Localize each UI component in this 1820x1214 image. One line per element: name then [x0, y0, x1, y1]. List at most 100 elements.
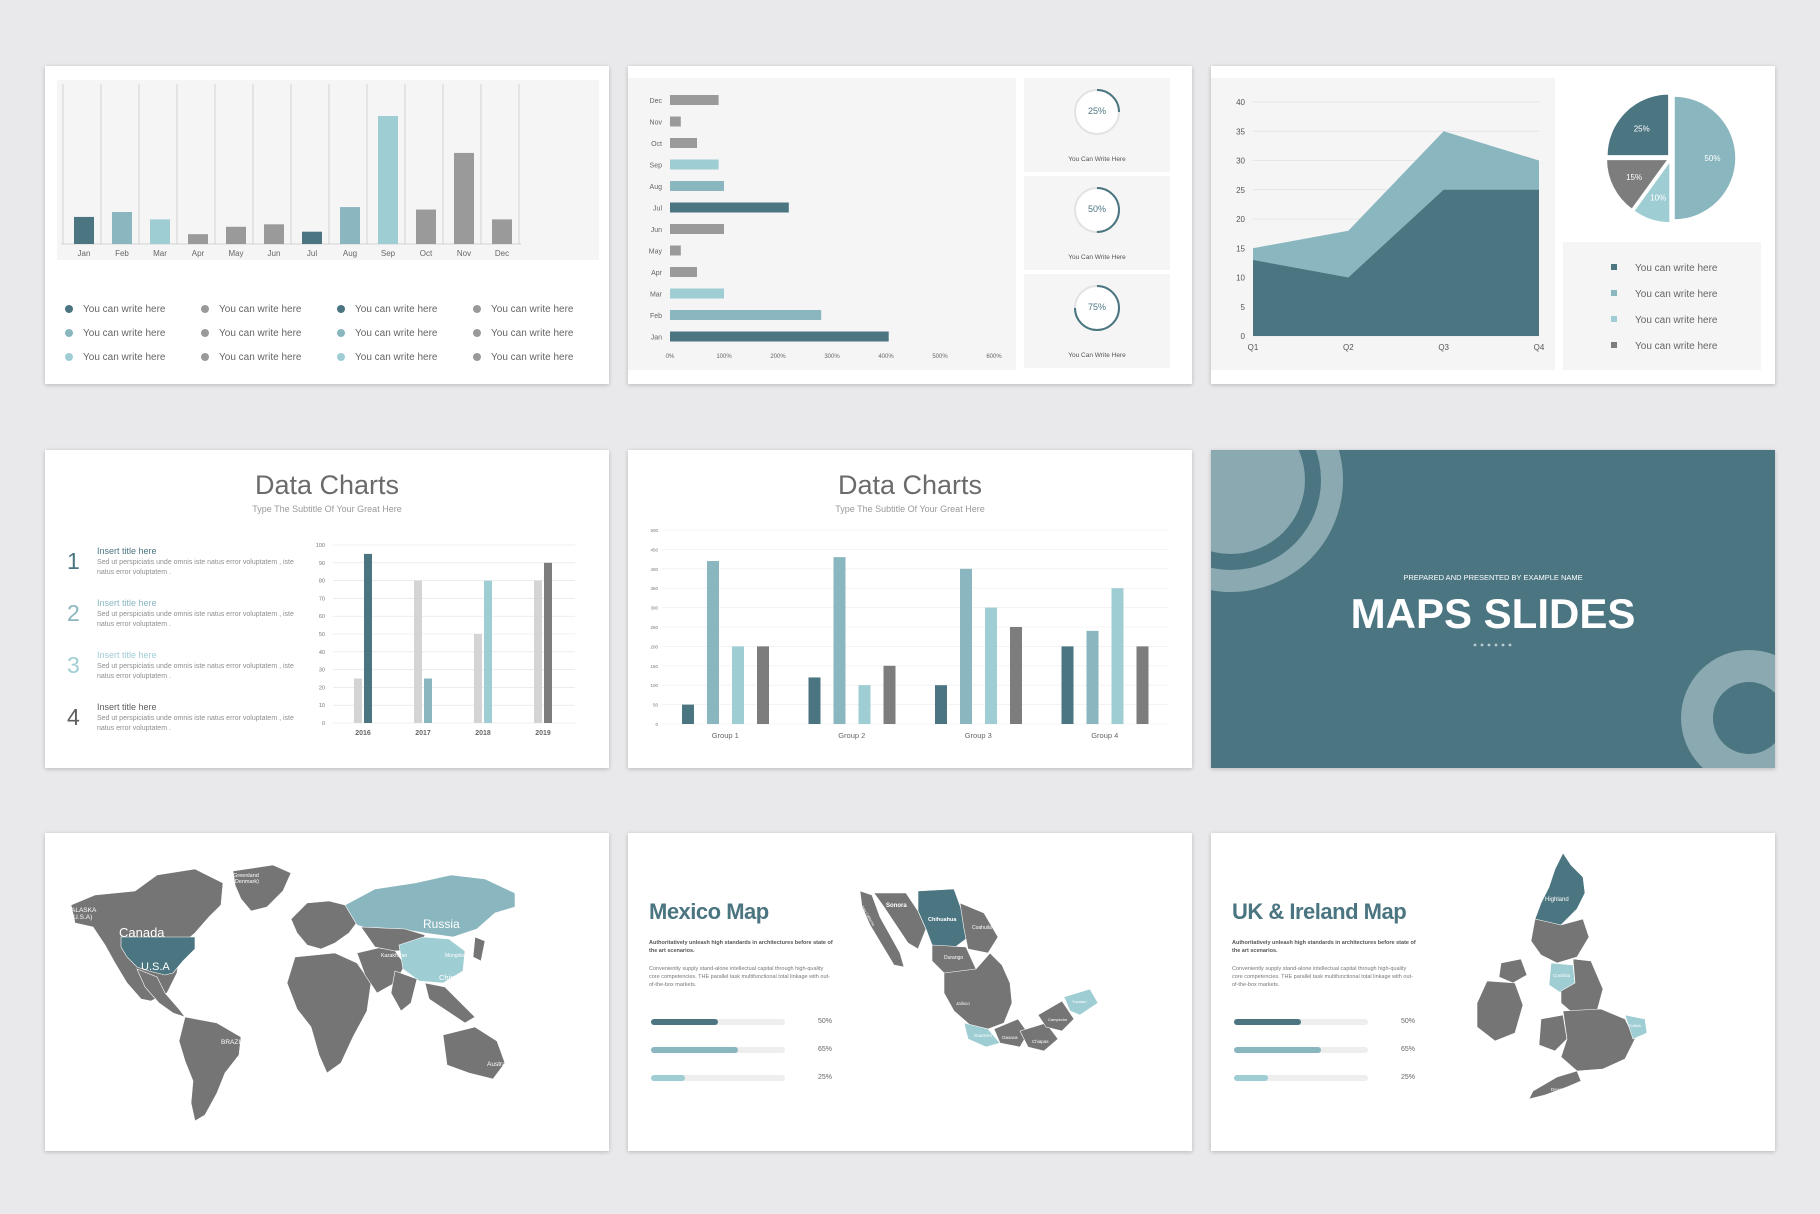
bar-group-2-0	[808, 677, 821, 724]
slide-data-charts-groups[interactable]: Data Charts Type The Subtitle Of Your Gr…	[628, 450, 1192, 768]
pie-slice-label: 50%	[1704, 154, 1720, 163]
x-tick-label: Jan	[78, 249, 91, 258]
y-tick-label: 60	[319, 614, 325, 620]
item-body: Sed ut perspiciatis unde omnis iste natu…	[97, 559, 294, 576]
bar-oct	[416, 209, 436, 244]
y-tick-label: 35	[1236, 127, 1245, 136]
world-landmass	[70, 864, 516, 1122]
y-tick-label: 100	[316, 543, 325, 549]
bar-group-4-2	[1111, 588, 1124, 724]
slide-horizontal-bar-chart[interactable]: Dec Nov Oct Sep Aug Jul Jun May Apr Mar Feb Jan 0% 10…	[628, 66, 1192, 384]
slide-monthly-bar-chart[interactable]: Jan Feb Mar Apr May Jun Jul Aug Sep Oct Nov Dec You…	[45, 66, 609, 384]
y-tick-label: 450	[650, 547, 658, 552]
legend-label: You can write here	[491, 328, 574, 339]
bar-group-3-2	[985, 607, 997, 724]
label-oaxaca: Oaxaca	[1002, 1035, 1018, 1040]
uk-map-bold: Authoritatively unleash high standards i…	[1232, 939, 1416, 955]
legend-item: You can write here	[65, 352, 165, 363]
x-tick-label: 2018	[475, 730, 491, 737]
europe	[290, 900, 362, 950]
item-title: Insert title here	[97, 598, 157, 608]
legend-item: You can write here	[1611, 263, 1717, 274]
slide-uk-ireland-map[interactable]: UK & Ireland Map Authoritatively unleash…	[1211, 833, 1775, 1151]
label-devon: Devon	[1551, 1087, 1565, 1092]
southeast-asia	[424, 982, 476, 1024]
label-suffolk: Suffolk	[1629, 1023, 1642, 1028]
bar-oct	[670, 138, 697, 148]
africa	[286, 952, 372, 1074]
legend-label: You can write here	[355, 304, 438, 315]
y-tick-label: Apr	[651, 270, 663, 277]
bar-apr	[188, 234, 208, 244]
legend-dot	[201, 353, 209, 361]
pie-slice-label: 15%	[1626, 173, 1642, 182]
label-chihuahua: Chihuahua	[928, 917, 957, 923]
legend-dot	[65, 353, 73, 361]
y-tick-label: Sep	[650, 163, 663, 170]
slide-mexico-map[interactable]: Mexico Map Authoritatively unleash high …	[628, 833, 1192, 1151]
label-greenland: Greenland (Denmark)	[233, 873, 259, 885]
legend-item: You can write here	[337, 304, 437, 315]
slide-area-pie-chart[interactable]: 40 35 30 25 20 15 10 5 0 Q1 Q2 Q3 Q4 25% 50% 10% 15% You…	[1211, 66, 1775, 384]
label-china: China	[439, 973, 459, 982]
y-tick-label: 90	[319, 561, 325, 567]
northern-ireland	[1498, 958, 1528, 984]
bar-2017-a	[414, 580, 422, 723]
item-number: 4	[67, 704, 80, 730]
y-tick-label: 50	[653, 703, 659, 708]
x-tick-label: 2017	[415, 730, 431, 737]
mexico-states	[859, 888, 1099, 1052]
bar-jul	[302, 231, 322, 244]
y-tick-label: 20	[319, 685, 325, 691]
bar-aug	[670, 181, 724, 191]
y-tick-label: 0	[655, 722, 658, 727]
x-tick-label: Group 3	[965, 731, 992, 740]
x-tick-label: Q1	[1248, 343, 1259, 352]
maps-slides-title: MAPS SLIDES	[1350, 590, 1636, 637]
legend-item: You can write here	[65, 328, 165, 339]
y-tick-label: 100	[650, 683, 658, 688]
y-tick-label: 30	[319, 668, 325, 674]
slide-world-map[interactable]: Greenland (Denmark) ALASKA (U.S.A) Canad…	[45, 833, 609, 1151]
progress-percent: 65%	[1401, 1046, 1416, 1053]
bar-dec	[492, 219, 512, 244]
slide-subtitle: Type The Subtitle Of Your Great Here	[835, 504, 985, 514]
x-tick-label: Q2	[1343, 343, 1354, 352]
legend-label: You can write here	[355, 328, 438, 339]
legend-item: You can write here	[1611, 315, 1717, 326]
y-tick-label: 0	[1241, 332, 1246, 341]
x-tick-label: Dec	[495, 249, 509, 258]
x-tick-label: Group 4	[1091, 731, 1118, 740]
x-tick-label: Group 2	[838, 731, 865, 740]
progress-bar	[651, 1019, 785, 1025]
legend-item: You can write here	[1611, 289, 1717, 300]
pie-slice	[1606, 93, 1670, 157]
slide-subtitle: Type The Subtitle Of Your Great Here	[252, 504, 402, 514]
slide-data-charts-list[interactable]: Data Charts Type The Subtitle Of Your Gr…	[45, 450, 609, 768]
progress-bar	[1234, 1075, 1368, 1081]
bar-mar	[670, 288, 724, 299]
bar-apr	[670, 267, 697, 277]
x-tick-label: 200%	[770, 354, 786, 360]
bar-group-2-2	[858, 685, 871, 724]
oaxaca-state	[993, 1018, 1029, 1048]
label-mongolia: Mongolia	[445, 953, 466, 959]
slide-maps-title[interactable]: PREPARED AND PRESENTED BY EXAMPLE NAME M…	[1211, 450, 1775, 768]
bar-2019-b	[544, 562, 552, 723]
legend-panel	[1563, 242, 1761, 370]
bar-feb	[112, 212, 132, 244]
label-highland: Highland	[1545, 897, 1569, 903]
progress-ring-arc	[1074, 285, 1120, 331]
y-tick-label: 10	[1236, 274, 1245, 283]
y-tick-label: 500	[650, 528, 658, 533]
item-title: Insert title here	[97, 702, 157, 712]
world-map	[70, 864, 516, 1122]
ireland	[1476, 980, 1524, 1042]
y-tick-label: 10	[319, 703, 325, 709]
japan	[472, 936, 486, 962]
legend-label: You can write here	[1635, 315, 1718, 326]
bar-group-2-3	[883, 665, 896, 724]
progress-fill	[1234, 1019, 1301, 1025]
label-alaska: ALASKA (U.S.A)	[71, 907, 97, 921]
x-tick-label: 600%	[986, 354, 1002, 360]
